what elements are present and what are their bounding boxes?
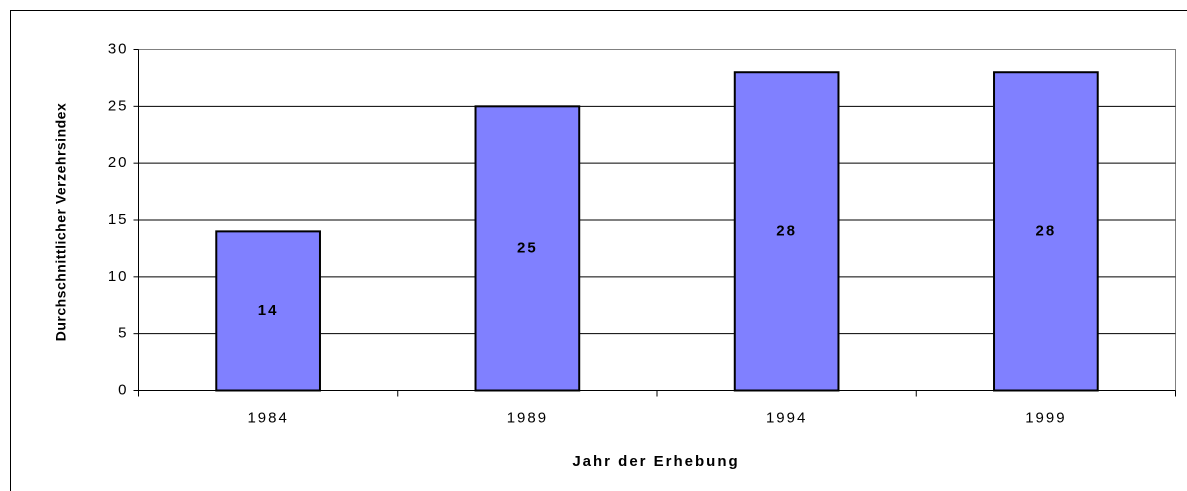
y-tick-label: 25 bbox=[108, 97, 129, 114]
data-label: 28 bbox=[776, 222, 797, 239]
bar bbox=[733, 71, 840, 392]
x-tick-label: 1999 bbox=[1025, 409, 1066, 426]
y-tick-label: 30 bbox=[108, 40, 129, 57]
x-tick-label: 1994 bbox=[766, 409, 807, 426]
x-tick-label: 1989 bbox=[507, 409, 548, 426]
bar bbox=[474, 105, 581, 392]
data-label: 25 bbox=[517, 239, 538, 256]
y-tick-label: 0 bbox=[118, 381, 128, 398]
x-axis-label: Jahr der Erhebung bbox=[572, 453, 739, 470]
y-tick-label: 10 bbox=[108, 268, 129, 285]
y-tick-label: 5 bbox=[118, 325, 128, 342]
bar bbox=[993, 71, 1099, 392]
y-axis-label: Durchschnittlicher Verzehrsindex bbox=[53, 103, 69, 342]
y-tick-label: 20 bbox=[108, 154, 129, 171]
data-label: 14 bbox=[258, 302, 279, 319]
bar bbox=[215, 230, 321, 392]
x-tick-label: 1984 bbox=[247, 409, 288, 426]
data-label: 28 bbox=[1036, 222, 1057, 239]
y-tick-label: 15 bbox=[108, 211, 129, 228]
